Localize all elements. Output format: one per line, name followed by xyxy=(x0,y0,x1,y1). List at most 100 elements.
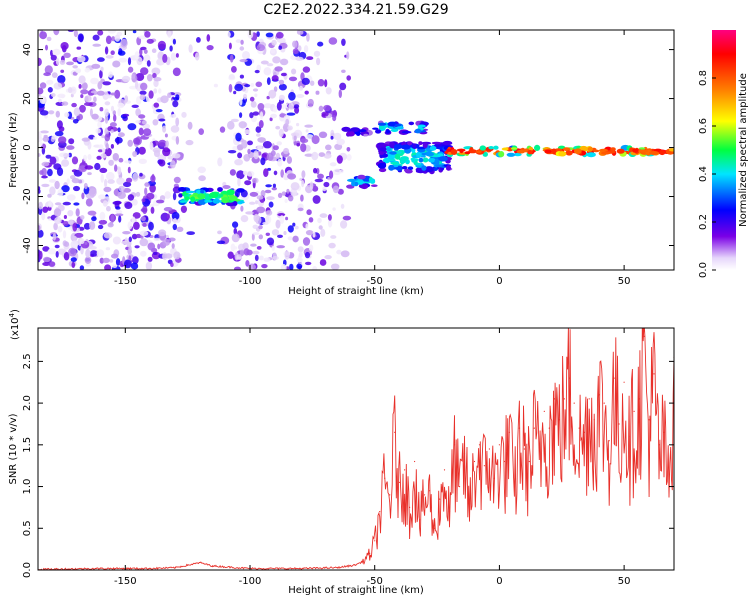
snr-xtick-label: 0 xyxy=(496,576,502,587)
spectrogram-region-0 xyxy=(38,30,352,270)
spectrogram-cell xyxy=(115,206,121,210)
spectrogram-cell xyxy=(337,188,344,195)
snr-point xyxy=(553,398,555,400)
spectrogram-cell xyxy=(346,147,351,152)
spectrogram-panel: -150 -100 -50 0 50 -40 -20 0 20 40 Height of stra… xyxy=(8,29,675,297)
spectrogram-cell xyxy=(83,222,91,230)
spectrogram-cell xyxy=(140,235,144,239)
spectrogram-cell xyxy=(394,124,402,127)
spectrogram-cell xyxy=(438,156,448,162)
spectrogram-cell xyxy=(638,147,646,150)
spectrogram-cell xyxy=(218,194,224,197)
spectrogram-cell xyxy=(39,142,43,147)
spectrogram-cell xyxy=(39,110,49,116)
spectrogram-cell xyxy=(139,172,143,177)
snr-point xyxy=(578,427,580,429)
spectrogram-cell xyxy=(64,241,69,247)
snr-point xyxy=(498,444,500,446)
spectrogram-cell xyxy=(562,147,571,152)
spectrogram-cell xyxy=(197,166,206,174)
spectrogram-cell xyxy=(54,216,62,225)
spectrogram-cell xyxy=(94,162,101,171)
spectrogram-cell xyxy=(422,157,429,163)
spectrogram-cell xyxy=(256,195,264,200)
spectrogram-cell xyxy=(98,194,106,200)
spectrogram-cell xyxy=(297,246,304,253)
spectrogram-cell xyxy=(350,127,361,132)
spectrogram-cell xyxy=(278,45,283,50)
spectrogram-cell xyxy=(301,77,310,85)
spectrogram-cell xyxy=(239,249,245,256)
spectrogram-cell xyxy=(38,57,42,67)
spectrogram-cell xyxy=(84,67,91,73)
spectrogram-cell xyxy=(50,49,53,57)
spectrogram-cell xyxy=(67,87,73,94)
spectrogram-cell xyxy=(58,126,65,132)
spectrogram-cell xyxy=(196,37,201,43)
spectrogram-cell xyxy=(61,101,69,106)
spectrogram-cell xyxy=(328,242,336,249)
spectrogram-cell xyxy=(311,151,319,161)
snr-xtick-label: -100 xyxy=(239,576,262,587)
spectrogram-cell xyxy=(259,255,264,261)
spectrogram-cell xyxy=(135,108,141,117)
spectrogram-cell xyxy=(139,238,149,247)
spectrogram-cell xyxy=(158,118,166,122)
spectrogram-cell xyxy=(276,245,286,249)
spectrogram-cell xyxy=(53,82,63,90)
spectrogram-cell xyxy=(115,209,123,214)
spectrogram-cell xyxy=(45,154,52,159)
spectrogram-cell xyxy=(416,162,422,166)
snr-xlabel: Height of straight line (km) xyxy=(288,585,424,596)
spectrogram-cell xyxy=(80,89,89,95)
spectrogram-cell xyxy=(306,33,310,42)
spectrogram-cell xyxy=(148,221,154,231)
spectrogram-cell xyxy=(417,124,426,128)
spectrogram-cell xyxy=(59,59,66,65)
spectrogram-cell xyxy=(91,113,99,120)
spectrogram-cell xyxy=(266,237,275,246)
spectrogram-cell xyxy=(49,156,57,165)
spectrogram-cell xyxy=(112,236,121,245)
spectrogram-cell xyxy=(132,199,138,206)
spectrogram-cell xyxy=(212,198,221,204)
spectrogram-cell xyxy=(122,231,131,235)
spectrogram-cell xyxy=(39,170,44,175)
spectrogram-cell xyxy=(73,107,81,117)
spectrogram-cell xyxy=(104,178,108,188)
spectrogram-cell xyxy=(118,185,125,192)
spectrogram-cell xyxy=(114,164,118,172)
spectrogram-cell xyxy=(213,83,218,88)
spectrogram-cell xyxy=(44,65,53,75)
snr-point xyxy=(463,452,466,454)
spectrogram-cell xyxy=(450,149,458,155)
spectrogram-cell xyxy=(61,159,70,167)
spectrogram-heatmap xyxy=(38,30,674,270)
spectrogram-cell xyxy=(256,206,266,214)
spectrogram-cell xyxy=(181,111,187,118)
spectrogram-cell xyxy=(118,57,128,63)
colorbar-tick-label: 0.0 xyxy=(698,262,709,278)
spectrogram-cell xyxy=(317,79,325,87)
spectrogram-cell xyxy=(313,167,318,174)
spectrogram-cell xyxy=(249,201,256,205)
spectrogram-cell xyxy=(287,125,293,131)
spectrogram-cell xyxy=(121,75,131,82)
spectrogram-cell xyxy=(649,151,659,155)
spectrogram-cell xyxy=(114,200,122,205)
colorbar-tick-label: 0.8 xyxy=(698,70,709,86)
spectrogram-cell xyxy=(73,202,80,206)
spectrogram-cell xyxy=(273,86,278,92)
spectrogram-cell xyxy=(109,122,117,128)
spectrogram-cell xyxy=(280,72,287,77)
spectrogram-cell xyxy=(113,114,117,122)
spectrogram-cell xyxy=(329,162,337,167)
spectrogram-cell xyxy=(138,127,144,136)
spectrogram-cell xyxy=(122,188,131,193)
spectrogram-cell xyxy=(272,252,278,261)
spectrogram-cell xyxy=(146,60,151,67)
spectrogram-ylabel: Frequency (Hz) xyxy=(8,112,19,188)
spectrogram-cell xyxy=(38,229,44,238)
spectrogram-cell xyxy=(166,213,170,220)
spectrogram-cell xyxy=(47,206,52,211)
